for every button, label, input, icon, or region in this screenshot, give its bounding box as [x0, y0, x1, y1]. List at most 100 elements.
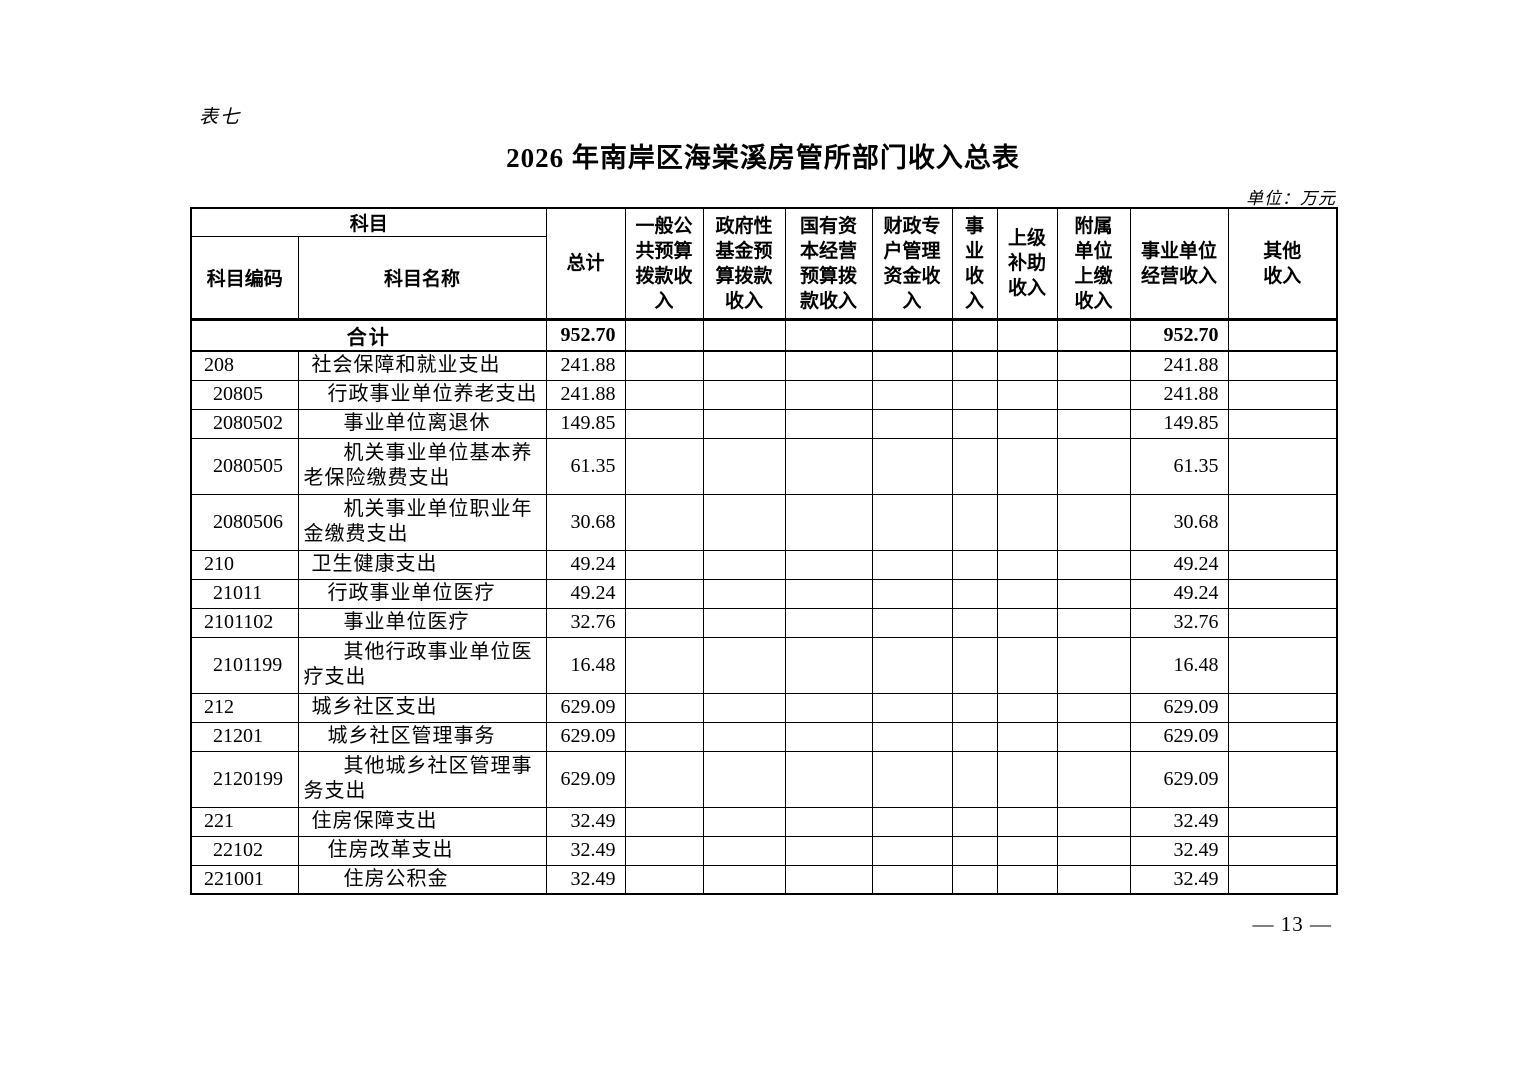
- table-header: 科目 总计 一般公共预算拨款收入 政府性基金预算拨款收入 国有资本经营预算拨款收入 财政…: [190, 207, 1338, 320]
- value-cell: [1056, 578, 1131, 609]
- value-cell: [1227, 437, 1338, 495]
- subject-name-cell: 行政事业单位医疗: [297, 578, 547, 609]
- value-cell: [1227, 549, 1338, 580]
- value-cell: [702, 408, 786, 439]
- header-column-label: 财政专户管理资金收入: [883, 215, 941, 312]
- value-cell: [1056, 806, 1131, 837]
- subject-code-cell: 212: [190, 692, 299, 723]
- total-value-cell: 952.70: [1129, 318, 1229, 352]
- value-cell: [871, 607, 953, 638]
- value-cell: [951, 379, 998, 410]
- value-cell: [951, 350, 998, 381]
- value-cell: [1227, 721, 1338, 752]
- value-cell: [702, 437, 786, 495]
- value-cell: 32.76: [1129, 607, 1229, 638]
- value-cell: [871, 493, 953, 551]
- table-row: 2080505 机关事业单位基本养老保险缴费支出 61.35 61.35: [190, 437, 1338, 495]
- header-subject-name: 科目名称: [297, 236, 547, 320]
- unit-note: 单位：万元: [1246, 189, 1336, 208]
- value-cell: [1056, 350, 1131, 381]
- value-cell: [624, 636, 704, 694]
- value-cell: 629.09: [545, 721, 626, 752]
- value-cell: [784, 692, 873, 723]
- value-cell: [951, 578, 998, 609]
- value-cell: [996, 350, 1058, 381]
- value-cell: [996, 549, 1058, 580]
- table-row: 2120199 其他城乡社区管理事务支出 629.09 629.09: [190, 750, 1338, 808]
- value-cell: 16.48: [1129, 636, 1229, 694]
- value-cell: [624, 578, 704, 609]
- value-cell: [1056, 549, 1131, 580]
- value-cell: [1227, 864, 1338, 895]
- value-cell: [996, 692, 1058, 723]
- table-row: 2080506 机关事业单位职业年金缴费支出 30.68 30.68: [190, 493, 1338, 551]
- header-column-label: 事业收入: [965, 215, 985, 312]
- header-column-5: 事业收入: [951, 207, 998, 320]
- value-cell: [1227, 806, 1338, 837]
- value-cell: [624, 549, 704, 580]
- value-cell: [951, 750, 998, 808]
- value-cell: [951, 806, 998, 837]
- value-cell: [1227, 379, 1338, 410]
- value-cell: [996, 750, 1058, 808]
- value-cell: 61.35: [1129, 437, 1229, 495]
- value-cell: [871, 692, 953, 723]
- value-cell: [996, 864, 1058, 895]
- value-cell: [1056, 835, 1131, 866]
- value-cell: [624, 721, 704, 752]
- value-cell: [996, 578, 1058, 609]
- value-cell: [702, 607, 786, 638]
- value-cell: [1056, 864, 1131, 895]
- page-title: 2026 年南岸区海棠溪房管所部门收入总表: [506, 143, 1020, 173]
- value-cell: 241.88: [1129, 379, 1229, 410]
- total-value-cell: [871, 318, 953, 352]
- subject-name-cell: 行政事业单位养老支出: [297, 379, 547, 410]
- value-cell: [996, 408, 1058, 439]
- value-cell: [624, 379, 704, 410]
- header-column-2: 政府性基金预算拨款收入: [702, 207, 786, 320]
- value-cell: [784, 607, 873, 638]
- value-cell: [871, 636, 953, 694]
- header-column-9: 其他收入: [1227, 207, 1338, 320]
- value-cell: [702, 806, 786, 837]
- header-column-6: 上级补助收入: [996, 207, 1058, 320]
- value-cell: [784, 721, 873, 752]
- subject-code-cell: 2080502: [190, 408, 299, 439]
- header-column-label: 附属单位上缴收入: [1074, 215, 1113, 312]
- value-cell: [1227, 636, 1338, 694]
- value-cell: [871, 835, 953, 866]
- header-column-7: 附属单位上缴收入: [1056, 207, 1131, 320]
- header-column-1: 一般公共预算拨款收入: [624, 207, 704, 320]
- value-cell: [784, 835, 873, 866]
- value-cell: [1056, 408, 1131, 439]
- value-cell: 32.49: [1129, 806, 1229, 837]
- subject-code-cell: 2101199: [190, 636, 299, 694]
- value-cell: [996, 379, 1058, 410]
- subject-name-cell: 住房公积金: [297, 864, 547, 895]
- value-cell: [871, 864, 953, 895]
- header-column-label: 上级补助收入: [1008, 228, 1047, 299]
- value-cell: 629.09: [1129, 692, 1229, 723]
- subject-name-cell: 卫生健康支出: [297, 549, 547, 580]
- subject-name-cell: 机关事业单位基本养老保险缴费支出: [297, 437, 547, 495]
- value-cell: [624, 806, 704, 837]
- subject-name-cell: 事业单位离退休: [297, 408, 547, 439]
- value-cell: 149.85: [545, 408, 626, 439]
- value-cell: [996, 493, 1058, 551]
- value-cell: [624, 408, 704, 439]
- subject-name-cell: 城乡社区管理事务: [297, 721, 547, 752]
- total-row: 合计 952.70 952.70: [190, 318, 1338, 352]
- header-subject-code: 科目编码: [190, 236, 299, 320]
- value-cell: 16.48: [545, 636, 626, 694]
- value-cell: [1056, 636, 1131, 694]
- header-column-label: 其他收入: [1263, 240, 1302, 287]
- value-cell: [702, 692, 786, 723]
- value-cell: 32.49: [1129, 835, 1229, 866]
- value-cell: [784, 806, 873, 837]
- table-row: 21011 行政事业单位医疗 49.24 49.24: [190, 578, 1338, 609]
- value-cell: [951, 864, 998, 895]
- value-cell: [702, 721, 786, 752]
- value-cell: [951, 835, 998, 866]
- value-cell: [1056, 607, 1131, 638]
- table-row: 20805 行政事业单位养老支出 241.88 241.88: [190, 379, 1338, 410]
